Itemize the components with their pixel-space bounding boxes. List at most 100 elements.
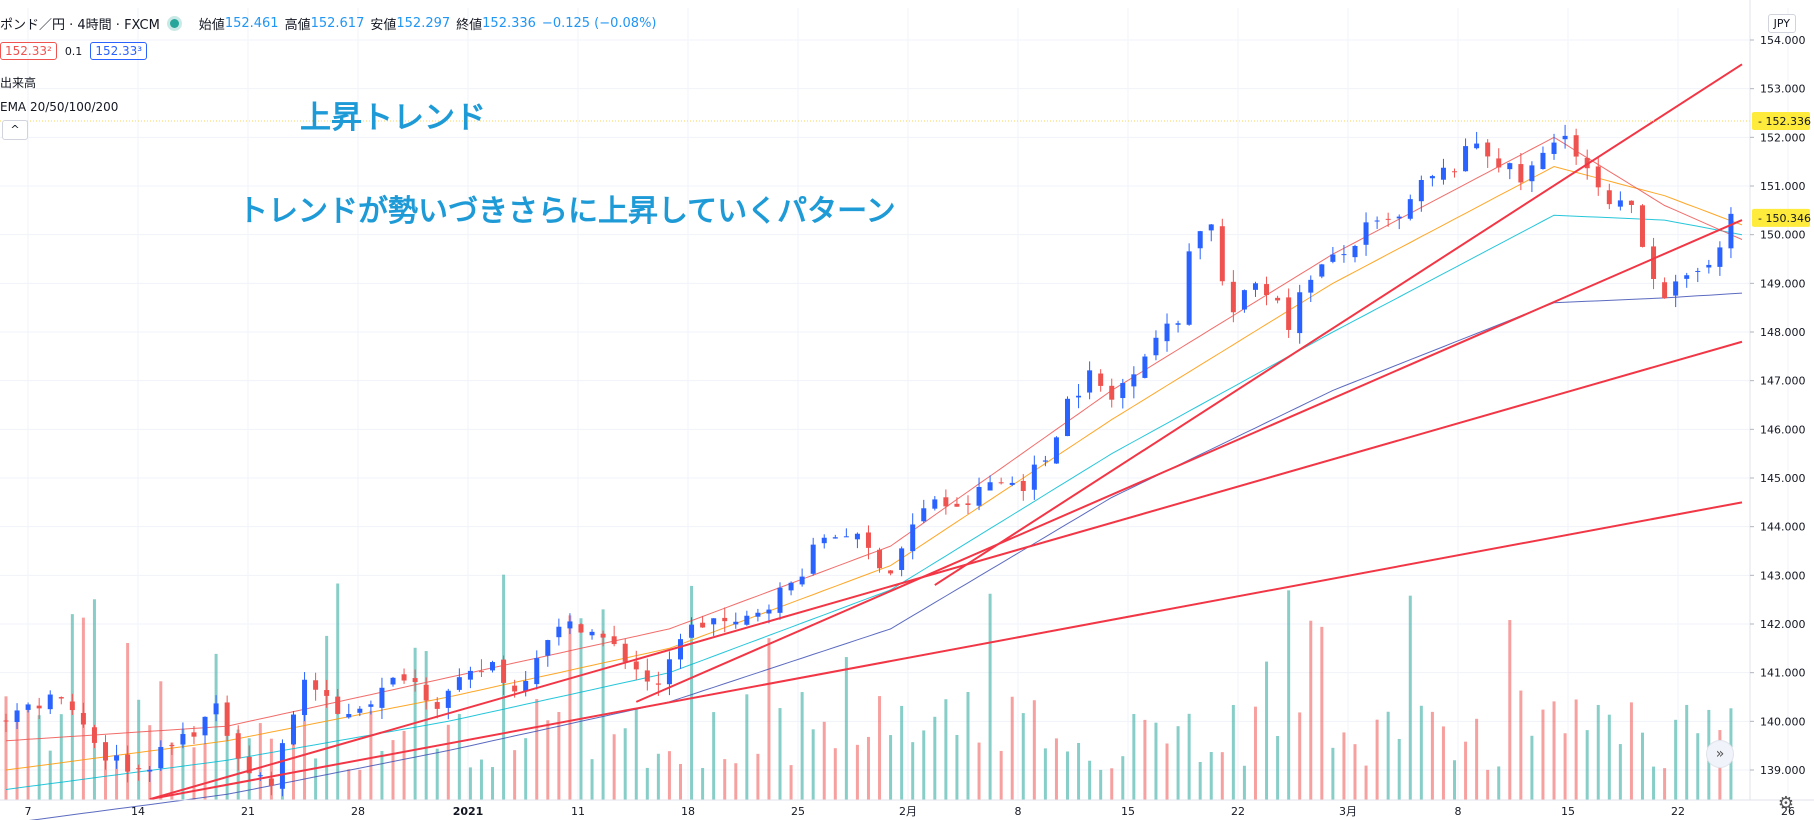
candle-body <box>180 734 186 745</box>
candle-body <box>224 702 230 736</box>
volume-bar <box>1397 738 1401 800</box>
volume-bar <box>667 751 671 800</box>
volume-bar <box>104 743 108 800</box>
ema200-line <box>28 292 1743 820</box>
buy-button[interactable]: 152.33³ <box>90 42 148 60</box>
volume-bar <box>1021 713 1025 800</box>
candle-body <box>1098 373 1104 386</box>
candle-body <box>921 508 927 522</box>
volume-bar <box>1685 704 1689 800</box>
volume-bar <box>1386 711 1390 800</box>
volume-bar <box>1231 704 1235 800</box>
candle-body <box>821 537 827 544</box>
high-label: 高値 <box>284 18 311 33</box>
volume-indicator-label[interactable]: 出来高 <box>0 76 37 90</box>
candle-body <box>268 778 274 786</box>
candle-body <box>1518 164 1524 183</box>
candle-body <box>1363 222 1369 245</box>
volume-bar <box>1497 766 1501 800</box>
candle-body <box>191 732 197 737</box>
scroll-to-realtime-button[interactable]: » <box>1706 740 1734 768</box>
time-tick-label: 2月 <box>899 805 917 818</box>
volume-bar <box>181 728 185 800</box>
price-tick-label: 140.000 <box>1760 715 1806 728</box>
candle-body <box>1009 482 1015 485</box>
candle-body <box>335 696 341 714</box>
volume-bar <box>1187 713 1191 800</box>
open-label: 始値 <box>198 18 225 33</box>
candle-body <box>677 639 683 660</box>
high-value: 152.617 <box>310 16 365 31</box>
candle-body <box>1385 218 1391 220</box>
candle-body <box>954 503 960 507</box>
candle-body <box>943 497 949 507</box>
volume-bar <box>1132 714 1136 800</box>
volume-bar <box>1541 709 1545 800</box>
volume-bar <box>767 638 771 800</box>
candle-body <box>722 617 728 622</box>
candle-body <box>467 670 473 680</box>
candle-body <box>25 704 31 710</box>
candle-body <box>1418 180 1424 202</box>
time-tick-label: 25 <box>791 805 805 818</box>
collapse-legend-button[interactable]: ^ <box>2 120 28 140</box>
volume-bar <box>1265 661 1269 800</box>
candle-body <box>1020 480 1026 491</box>
candle-body <box>136 768 142 770</box>
volume-bar <box>745 694 749 800</box>
candle-body <box>1573 135 1579 157</box>
candle-body <box>1275 297 1281 301</box>
symbol-title[interactable]: ポンド／円 · 4時間 · FXCM <box>0 18 160 33</box>
volume-bar <box>546 720 550 800</box>
change-value: −0.125 (−0.08%) <box>541 16 657 31</box>
candle-body <box>733 621 739 625</box>
volume-bar <box>579 618 583 800</box>
candle-body <box>1606 190 1612 205</box>
volume-bar <box>866 736 870 800</box>
candle-body <box>401 674 407 681</box>
candle-body <box>545 640 551 656</box>
sell-button[interactable]: 152.33² <box>0 42 57 60</box>
volume-bar <box>1043 748 1047 800</box>
close-label: 終値 <box>456 18 483 33</box>
currency-selector[interactable]: JPY <box>1767 14 1796 33</box>
time-tick-label: 7 <box>25 805 32 818</box>
candle-body <box>1197 231 1203 249</box>
volume-bar <box>1331 747 1335 800</box>
candle-body <box>832 537 838 539</box>
time-tick-label: 15 <box>1121 805 1135 818</box>
close-value: 152.336 <box>482 16 536 31</box>
volume-bar <box>1552 701 1556 800</box>
volume-bar <box>889 735 893 800</box>
volume-bar <box>1298 712 1302 800</box>
volume-bar <box>1486 769 1490 800</box>
gear-icon[interactable]: ⚙ <box>1777 793 1794 814</box>
volume-bar <box>778 708 782 800</box>
volume-bar <box>878 696 882 800</box>
candle-body <box>357 708 363 713</box>
time-tick-label: 28 <box>351 805 365 818</box>
price-tick-label: 152.000 <box>1760 131 1806 144</box>
volume-bar <box>1640 732 1644 800</box>
volume-bar <box>1242 765 1246 800</box>
candle-body <box>1452 171 1458 173</box>
candle-body <box>799 576 805 585</box>
candle-body <box>1208 224 1214 231</box>
candle-body <box>1230 281 1236 313</box>
candle-body <box>91 727 97 743</box>
candle-body <box>1529 165 1535 182</box>
price-tick-label: 151.000 <box>1760 180 1806 193</box>
candle-body <box>744 615 750 625</box>
candle-body <box>1396 216 1402 219</box>
candle-body <box>611 636 617 645</box>
candle-body <box>666 659 672 685</box>
volume-bar <box>148 725 152 800</box>
ema-indicator-label[interactable]: EMA 20/50/100/200 <box>0 100 119 114</box>
candle-body <box>346 714 352 718</box>
candle-body <box>644 670 650 682</box>
volume-bar <box>225 719 229 800</box>
volume-bar <box>1353 744 1357 800</box>
candle-body <box>368 704 374 707</box>
candle-body <box>965 503 971 505</box>
